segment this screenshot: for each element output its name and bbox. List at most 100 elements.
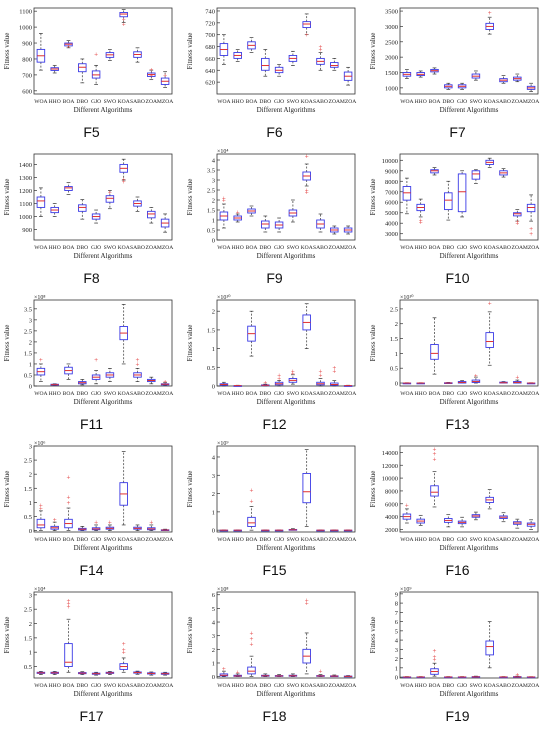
box-boa: +++ [64,597,73,673]
boxplot-svg: 0 0.5 1 1.5 2 2.5 3 ×10⁶ Fitness value WOA HHO BOA D… [3,441,173,552]
chart-panel-f10: 3000 4000 5000 6000 7000 8000 9000 10000 Fitness… [366,146,549,292]
y-tick-label: 2 [212,198,215,205]
y-axis-label: Fitness value [3,471,11,508]
y-tick-label: 2 [212,309,215,316]
iqr-box [302,472,311,504]
x-tick-label: MZOA [523,537,539,543]
x-tick-label: HHO [49,245,61,251]
y-exponent-label: ×10¹⁰ [400,294,414,301]
boxplot-svg: 0.5 1 1.5 2 2.5 3×10⁴ Fitness value WOA HHO BOA DB… [3,587,173,698]
box-swo [288,50,298,66]
outlier-point: + [488,299,492,307]
x-tick-label: KOA [118,99,130,105]
x-tick-label: KOA [301,245,313,251]
box-woa [402,382,412,385]
outlier-point: + [291,368,295,376]
box-swo [105,671,115,675]
outlier-point: + [433,455,437,463]
outlier-point: + [122,178,126,186]
box-dbo [78,671,87,675]
outlier-point: + [222,197,226,205]
y-tick-label: 7 [395,610,399,617]
x-tick-label: HHO [415,245,427,251]
y-tick-label: 4000 [385,514,398,521]
outlier-point: + [236,209,240,217]
x-tick-label: WOA [400,683,413,689]
y-tick-label: 1 [29,500,32,507]
plot-frame [216,7,356,95]
panel-title: F10 [445,270,470,286]
outlier-point: + [515,220,519,228]
box-woa [402,177,412,215]
outlier-point: + [250,486,254,494]
y-tick-label: 5 [395,628,398,635]
box-boa: +++ [64,474,73,531]
panel-title: F5 [83,124,100,140]
y-tick-label: 900 [22,41,32,48]
outlier-point: + [136,360,140,368]
box-dbo [261,49,270,77]
y-tick-label: 2.5 [207,188,215,195]
x-tick-label: GJO [274,391,284,397]
box-dbo [444,382,453,384]
x-tick-label: ZOA [329,99,341,105]
outlier-point: + [332,364,336,372]
outlier-point: + [433,653,437,661]
chart-panel-f7: 1000 1500 2000 2500 3000 3500 Fitness value WOA… [366,0,549,146]
outlier-point: + [67,474,71,482]
outlier-point: + [67,597,71,605]
chart-panel-f5: 600 700 800 900 1000 1100 Fitness value WOA HHO B… [0,0,183,146]
box-sabo: ++ [316,368,325,387]
box-mzoa [343,384,353,387]
y-tick-label: 1500 [385,70,398,77]
y-tick-label: 1.5 [207,208,215,215]
y-axis-label: Fitness value [3,617,11,654]
x-tick-label: BOA [246,391,258,397]
iqr-box [219,43,229,56]
y-tick-label: 6 [212,592,216,599]
box-woa [219,34,229,65]
chart-panel-f16: 2000 4000 6000 8000 10000 12000 14000 Fitness v… [366,438,549,584]
y-tick-label: 3 [395,647,398,654]
box-woa [402,69,412,79]
outlier-point: + [53,516,57,524]
box-woa: ++ [219,195,229,229]
outlier-point: + [433,446,437,454]
x-tick-label: GJO [274,537,284,543]
y-tick-label: 3500 [385,9,398,16]
x-tick-label: SWO [470,391,482,397]
outlier-point: + [149,519,153,527]
y-tick-label: 6 [395,619,399,626]
panel-title: F19 [445,708,470,724]
x-tick-label: MZOA [340,99,356,105]
x-tick-label: GJO [274,99,284,105]
outlier-point: + [291,369,295,377]
x-tick-label: DBO [259,99,271,105]
plot-frame [33,7,173,95]
x-tick-label: WOA [400,537,413,543]
y-tick-label: 0 [29,384,32,391]
panel-title: F18 [262,708,287,724]
iqr-box [147,210,156,219]
x-tick-label: ZOA [146,391,158,397]
x-tick-label: BOA [429,99,441,105]
y-tick-label: 1.5 [390,336,398,343]
box-boa: + [64,40,73,51]
outlier-point: + [250,635,254,643]
x-tick-label: GJO [91,537,101,543]
box-sabo [499,168,508,178]
x-axis-label: Different Algorithms [74,690,133,698]
y-tick-label: 2 [395,656,398,663]
y-tick-label: 4000 [385,221,398,228]
outlier-point: + [250,640,254,648]
iqr-box [513,212,522,217]
x-tick-label: MZOA [523,99,539,105]
plot-frame [33,591,173,679]
box-sabo: ++ [133,356,142,382]
x-tick-label: SWO [104,99,116,105]
y-tick-label: 3.5 [207,168,215,175]
box-swo [471,70,481,81]
y-tick-label: 700 [22,72,32,79]
box-mzoa [526,82,536,92]
box-swo [105,49,115,61]
